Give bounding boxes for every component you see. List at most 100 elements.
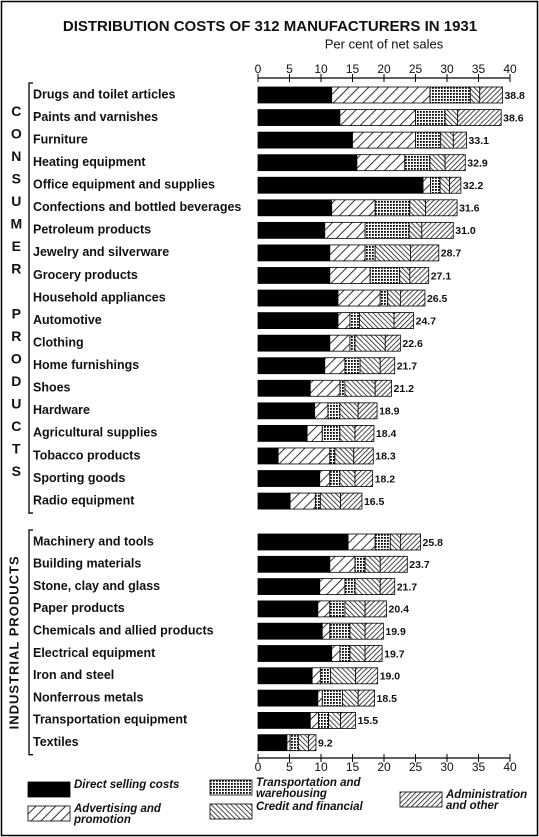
bar-segment xyxy=(257,533,349,551)
x-tick-label: 35 xyxy=(472,760,486,774)
bar-segment xyxy=(329,555,356,573)
bar-segment xyxy=(319,492,341,510)
x-tick-label: 5 xyxy=(286,760,293,774)
bar-segment xyxy=(327,402,341,420)
bar-segment xyxy=(309,712,319,729)
bar-segment xyxy=(421,221,454,239)
total-label: 38.8 xyxy=(504,90,525,102)
bar-segment xyxy=(374,379,392,397)
bar-segment xyxy=(415,109,446,126)
category-label: Tobacco products xyxy=(33,448,140,462)
bar-segment xyxy=(257,667,313,685)
bar-segment xyxy=(379,289,389,307)
bar-segment xyxy=(330,667,357,685)
category-label: Office equipment and supplies xyxy=(33,178,215,192)
x-tick-label: 0 xyxy=(255,62,262,76)
x-tick-label: 40 xyxy=(503,62,517,76)
category-label: Agricultural supplies xyxy=(33,426,157,440)
total-label: 38.6 xyxy=(503,112,524,124)
bar-segment xyxy=(357,689,375,707)
total-label: 28.7 xyxy=(441,248,462,260)
bar-segment xyxy=(257,334,331,352)
bar-segment xyxy=(329,447,336,465)
bar-segment xyxy=(319,470,331,487)
category-label: Drugs and toilet articles xyxy=(33,87,175,101)
bar-segment xyxy=(329,622,351,640)
total-label: 18.5 xyxy=(377,693,398,705)
x-tick-label: 20 xyxy=(377,760,391,774)
bar-segment xyxy=(277,447,331,465)
bar-segment xyxy=(444,109,459,126)
bar-segment xyxy=(257,492,291,510)
legend-swatch xyxy=(209,779,253,796)
bar-segment xyxy=(344,578,356,595)
bar-segment xyxy=(317,600,331,618)
bar-segment xyxy=(329,334,351,352)
bar-segment xyxy=(257,470,321,487)
legend-swatch xyxy=(27,805,71,822)
bar-segment xyxy=(429,154,446,172)
total-label: 19.9 xyxy=(385,626,406,638)
category-label: Hardware xyxy=(33,403,90,417)
chart-title: DISTRIBUTION COSTS OF 312 MANUFACTURERS … xyxy=(63,18,477,35)
category-label: Grocery products xyxy=(33,268,138,282)
x-tick-label: 35 xyxy=(472,62,486,76)
bar-segment xyxy=(352,131,416,149)
bar-segment xyxy=(297,734,309,752)
group-bracket xyxy=(28,529,33,756)
legend-label: Administration and other xyxy=(446,789,528,812)
bar-segment xyxy=(339,402,359,420)
bar-segment xyxy=(257,244,331,262)
bar-segment xyxy=(379,578,396,595)
bar-segment xyxy=(444,154,466,172)
bar-segment xyxy=(331,199,376,217)
bar-segment xyxy=(257,645,333,662)
total-label: 19.0 xyxy=(380,671,401,683)
bar-segment xyxy=(319,667,331,685)
total-label: 19.7 xyxy=(384,648,405,660)
bar-segment xyxy=(356,154,406,172)
bar-segment xyxy=(306,424,323,442)
bar-segment xyxy=(364,555,381,573)
bar-segment xyxy=(349,622,366,640)
bar-segment xyxy=(349,334,356,352)
total-label: 32.9 xyxy=(467,157,488,169)
bar-segment xyxy=(319,578,346,595)
bar-segment xyxy=(409,267,430,284)
total-label: 26.5 xyxy=(427,293,448,305)
x-tick-label: 5 xyxy=(286,62,293,76)
category-label: Clothing xyxy=(33,335,84,349)
total-label: 21.7 xyxy=(397,361,418,373)
bar-segment xyxy=(354,334,386,352)
bar-segment xyxy=(286,734,291,752)
category-label: Automotive xyxy=(33,313,102,327)
total-label: 25.8 xyxy=(423,537,444,549)
bar-segment xyxy=(331,86,431,104)
bar-segment xyxy=(337,289,381,307)
bar-segment xyxy=(387,289,401,307)
category-label: Chemicals and allied products xyxy=(33,623,214,637)
category-label: Nonferrous metals xyxy=(33,690,143,704)
bar-segment xyxy=(409,199,426,217)
bar-segment xyxy=(364,244,376,262)
bar-segment xyxy=(289,734,299,752)
total-label: 21.2 xyxy=(394,383,415,395)
bar-segment xyxy=(257,622,323,640)
total-label: 23.7 xyxy=(409,559,430,571)
bar-segment xyxy=(257,267,331,284)
legend-swatch xyxy=(27,781,71,798)
bar-segment xyxy=(440,131,454,149)
x-tick-label: 40 xyxy=(503,760,517,774)
total-label: 9.2 xyxy=(318,737,333,749)
bar-segment xyxy=(257,109,341,126)
bar-segment xyxy=(257,221,326,239)
bar-segment xyxy=(339,645,351,662)
bar-segment xyxy=(324,221,366,239)
bar-segment xyxy=(364,221,410,239)
bar-segment xyxy=(340,492,363,510)
group-bracket xyxy=(28,82,33,514)
category-label: Household appliances xyxy=(33,290,166,304)
category-label: Sporting goods xyxy=(33,471,125,485)
bar-segment xyxy=(257,289,339,307)
